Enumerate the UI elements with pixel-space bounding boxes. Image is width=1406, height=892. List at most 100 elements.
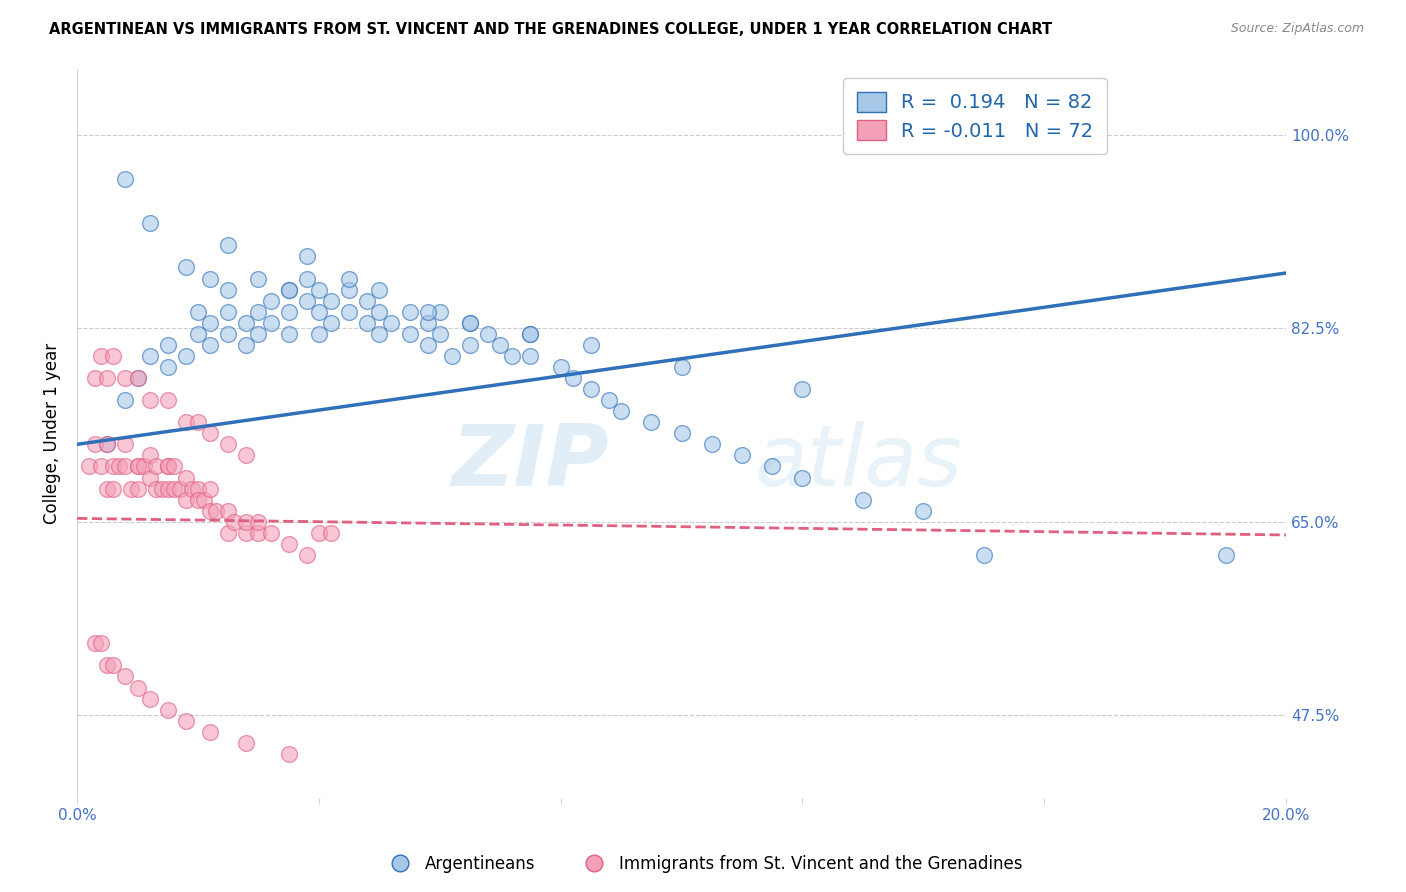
Point xyxy=(103,459,125,474)
Point xyxy=(96,658,118,673)
Point xyxy=(235,525,257,540)
Point xyxy=(319,293,342,308)
Point xyxy=(84,371,107,385)
Point xyxy=(96,437,118,451)
Point xyxy=(217,304,239,318)
Point xyxy=(198,503,221,517)
Point xyxy=(224,515,246,529)
Point xyxy=(337,283,360,297)
Point xyxy=(187,304,209,318)
Point xyxy=(198,482,221,496)
Point xyxy=(156,459,179,474)
Point xyxy=(90,636,112,650)
Point xyxy=(235,316,257,330)
Point xyxy=(169,482,191,496)
Point xyxy=(477,326,499,341)
Point xyxy=(198,316,221,330)
Point xyxy=(337,304,360,318)
Point xyxy=(277,537,299,551)
Point xyxy=(458,338,481,352)
Point xyxy=(103,658,125,673)
Point xyxy=(295,249,318,263)
Point xyxy=(114,393,136,408)
Point xyxy=(138,449,160,463)
Point xyxy=(277,304,299,318)
Point xyxy=(519,326,541,341)
Point xyxy=(337,271,360,285)
Point xyxy=(640,415,662,429)
Point xyxy=(852,492,875,507)
Point xyxy=(319,316,342,330)
Point xyxy=(217,326,239,341)
Point xyxy=(127,371,149,385)
Point xyxy=(174,349,197,363)
Point xyxy=(700,437,723,451)
Point xyxy=(235,736,257,750)
Point xyxy=(579,338,602,352)
Point xyxy=(174,260,197,275)
Point xyxy=(174,415,197,429)
Point xyxy=(77,459,100,474)
Point xyxy=(277,283,299,297)
Point xyxy=(259,316,281,330)
Point xyxy=(308,304,330,318)
Point xyxy=(127,371,149,385)
Point xyxy=(356,293,378,308)
Point xyxy=(108,459,131,474)
Point xyxy=(198,724,221,739)
Point xyxy=(114,371,136,385)
Point xyxy=(398,304,420,318)
Point xyxy=(198,271,221,285)
Point xyxy=(156,703,179,717)
Point xyxy=(138,393,160,408)
Point xyxy=(368,283,391,297)
Point xyxy=(138,216,160,230)
Point xyxy=(90,459,112,474)
Point xyxy=(187,492,209,507)
Point xyxy=(398,326,420,341)
Point xyxy=(792,382,814,396)
Point xyxy=(96,482,118,496)
Point xyxy=(308,283,330,297)
Point xyxy=(217,238,239,252)
Point xyxy=(235,449,257,463)
Point xyxy=(356,316,378,330)
Point xyxy=(1215,548,1237,562)
Point xyxy=(247,304,270,318)
Point xyxy=(973,548,995,562)
Point xyxy=(416,304,439,318)
Point xyxy=(380,316,402,330)
Point xyxy=(458,316,481,330)
Point xyxy=(90,349,112,363)
Point xyxy=(121,482,143,496)
Point xyxy=(114,669,136,683)
Point xyxy=(114,459,136,474)
Point xyxy=(579,382,602,396)
Point xyxy=(277,326,299,341)
Point xyxy=(103,349,125,363)
Point xyxy=(174,470,197,484)
Point xyxy=(519,349,541,363)
Point xyxy=(519,326,541,341)
Text: ZIP: ZIP xyxy=(451,421,609,504)
Point xyxy=(489,338,512,352)
Point xyxy=(84,636,107,650)
Point xyxy=(187,326,209,341)
Point xyxy=(96,437,118,451)
Point xyxy=(416,338,439,352)
Point xyxy=(174,714,197,728)
Point xyxy=(205,503,228,517)
Point xyxy=(163,459,186,474)
Point xyxy=(127,482,149,496)
Point xyxy=(247,515,270,529)
Point xyxy=(96,371,118,385)
Point xyxy=(429,326,451,341)
Text: Source: ZipAtlas.com: Source: ZipAtlas.com xyxy=(1230,22,1364,36)
Point xyxy=(114,437,136,451)
Point xyxy=(174,492,197,507)
Point xyxy=(150,482,173,496)
Point xyxy=(368,304,391,318)
Point xyxy=(368,326,391,341)
Point xyxy=(671,426,693,441)
Point xyxy=(235,338,257,352)
